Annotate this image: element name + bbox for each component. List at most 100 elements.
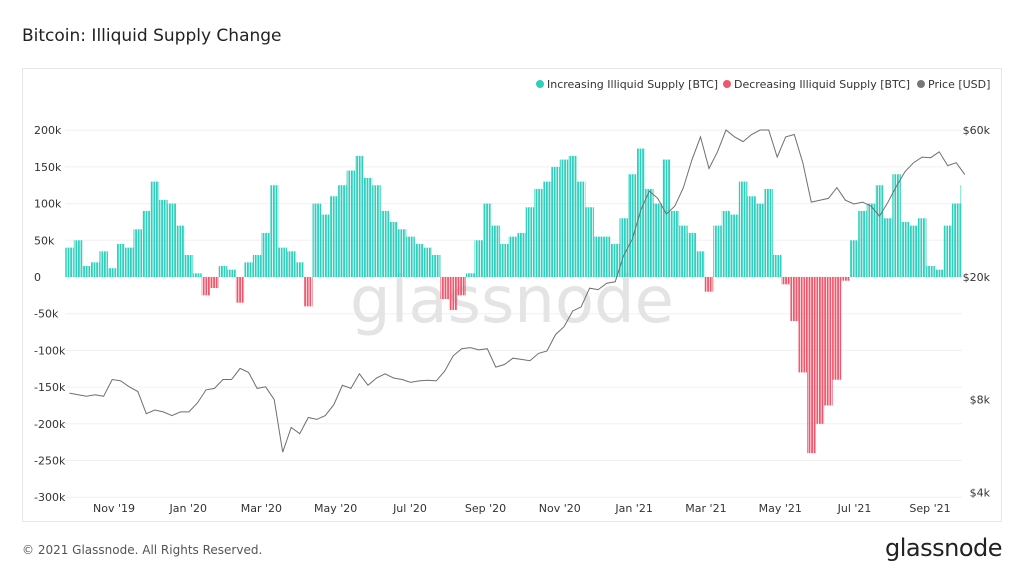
decreasing-supply-bar: [832, 277, 842, 380]
y-left-tick-label: 0: [34, 271, 41, 284]
increasing-supply-bar: [875, 185, 884, 277]
increasing-supply-bar: [883, 218, 893, 277]
increasing-supply-bar: [159, 199, 168, 277]
decreasing-supply-bar: [201, 277, 211, 296]
increasing-supply-bar: [474, 240, 484, 277]
increasing-supply-bar: [730, 214, 739, 277]
increasing-supply-bar: [593, 236, 603, 277]
increasing-supply-bar: [261, 232, 270, 277]
y-left-tick-label: -200k: [34, 418, 66, 431]
x-tick-label: Jan '21: [614, 502, 652, 515]
increasing-supply-bar: [534, 188, 543, 277]
increasing-supply-bar: [951, 203, 961, 277]
increasing-supply-bar: [431, 254, 441, 277]
increasing-supply-bar: [329, 196, 339, 277]
x-tick-label: Jul '20: [392, 502, 427, 515]
y-left-tick-label: 150k: [34, 161, 62, 174]
decreasing-supply-bar: [704, 277, 714, 292]
decreasing-supply-bar: [789, 277, 799, 322]
decreasing-supply-bar: [210, 277, 219, 289]
increasing-supply-bar: [627, 174, 637, 277]
x-tick-label: Mar '20: [241, 502, 282, 515]
increasing-supply-bar: [721, 210, 731, 277]
increasing-supply-bar: [636, 148, 646, 277]
legend-label: Price [USD]: [928, 78, 990, 91]
increasing-supply-bar: [576, 181, 586, 277]
increasing-supply-bar: [244, 262, 253, 277]
decreasing-supply-bar: [815, 277, 825, 424]
increasing-supply-bar: [602, 236, 611, 277]
increasing-supply-bar: [542, 181, 552, 277]
increasing-supply-bar: [65, 247, 74, 277]
increasing-supply-bar: [679, 225, 688, 277]
x-tick-label: Jan '20: [169, 502, 207, 515]
increasing-supply-bar: [193, 273, 202, 277]
increasing-supply-bar: [423, 247, 432, 277]
y-right-tick-label: $8k: [970, 394, 991, 407]
increasing-supply-bar: [687, 232, 697, 277]
increasing-supply-bar: [483, 203, 492, 277]
increasing-supply-bar: [278, 247, 287, 277]
increasing-supply-bar: [286, 251, 296, 277]
x-tick-label: May '20: [314, 502, 357, 515]
increasing-supply-bar: [653, 203, 663, 277]
y-left-tick-label: -300k: [34, 491, 66, 504]
increasing-supply-bar: [917, 218, 927, 277]
increasing-supply-bar: [150, 181, 160, 277]
increasing-supply-bar: [414, 243, 424, 277]
increasing-supply-bar: [926, 265, 935, 277]
legend-label: Increasing Illiquid Supply [BTC]: [547, 78, 718, 91]
increasing-supply-bar: [312, 203, 322, 277]
increasing-supply-bar: [866, 203, 876, 277]
increasing-supply-bar: [619, 218, 628, 277]
increasing-supply-bar: [252, 254, 262, 277]
increasing-supply-bar: [90, 262, 100, 277]
increasing-supply-bar: [73, 240, 83, 277]
y-right-tick-label: $60k: [963, 124, 991, 137]
y-left-tick-label: -150k: [34, 381, 66, 394]
increasing-supply-bar: [696, 251, 705, 277]
y-left-tick-label: -50k: [34, 308, 59, 321]
x-tick-label: Nov '20: [539, 502, 581, 515]
price-line: [69, 129, 966, 453]
increasing-supply-bar: [517, 232, 526, 277]
decreasing-supply-bar: [824, 277, 833, 406]
increasing-supply-bar: [346, 170, 356, 277]
increasing-supply-bar: [645, 188, 654, 277]
legend-marker-icon: [536, 80, 544, 88]
increasing-supply-bar: [559, 159, 569, 277]
chart-frame: [22, 68, 1002, 522]
increasing-supply-bar: [849, 240, 859, 277]
increasing-supply-bar: [500, 243, 509, 277]
x-tick-label: Sep '21: [909, 502, 950, 515]
y-left-tick-label: 200k: [34, 124, 62, 137]
increasing-supply-bar: [99, 251, 108, 277]
increasing-supply-bar: [124, 247, 134, 277]
y-left-tick-label: 50k: [34, 234, 55, 247]
increasing-supply-bar: [900, 221, 910, 277]
increasing-supply-bar: [662, 159, 671, 277]
y-left-tick-label: -100k: [34, 344, 66, 357]
increasing-supply-bar: [406, 236, 415, 277]
increasing-supply-bar: [713, 225, 722, 277]
increasing-supply-bar: [670, 210, 680, 277]
increasing-supply-bar: [551, 166, 560, 277]
increasing-supply-bar: [184, 254, 194, 277]
increasing-supply-bar: [960, 185, 962, 277]
increasing-supply-bar: [508, 236, 518, 277]
increasing-supply-bar: [738, 181, 748, 277]
y-right-tick-label: $20k: [963, 271, 991, 284]
increasing-supply-bar: [338, 185, 347, 277]
decreasing-supply-bar: [807, 277, 816, 454]
increasing-supply-bar: [610, 243, 620, 277]
increasing-supply-bar: [934, 269, 944, 277]
increasing-supply-bar: [525, 207, 535, 277]
decreasing-supply-bar: [781, 277, 790, 285]
x-tick-label: May '21: [759, 502, 802, 515]
increasing-supply-bar: [568, 155, 577, 277]
increasing-supply-bar: [227, 269, 236, 277]
legend-marker-icon: [917, 80, 925, 88]
x-tick-label: Jul '21: [837, 502, 872, 515]
x-tick-label: Mar '21: [685, 502, 726, 515]
decreasing-supply-bar: [304, 277, 313, 307]
